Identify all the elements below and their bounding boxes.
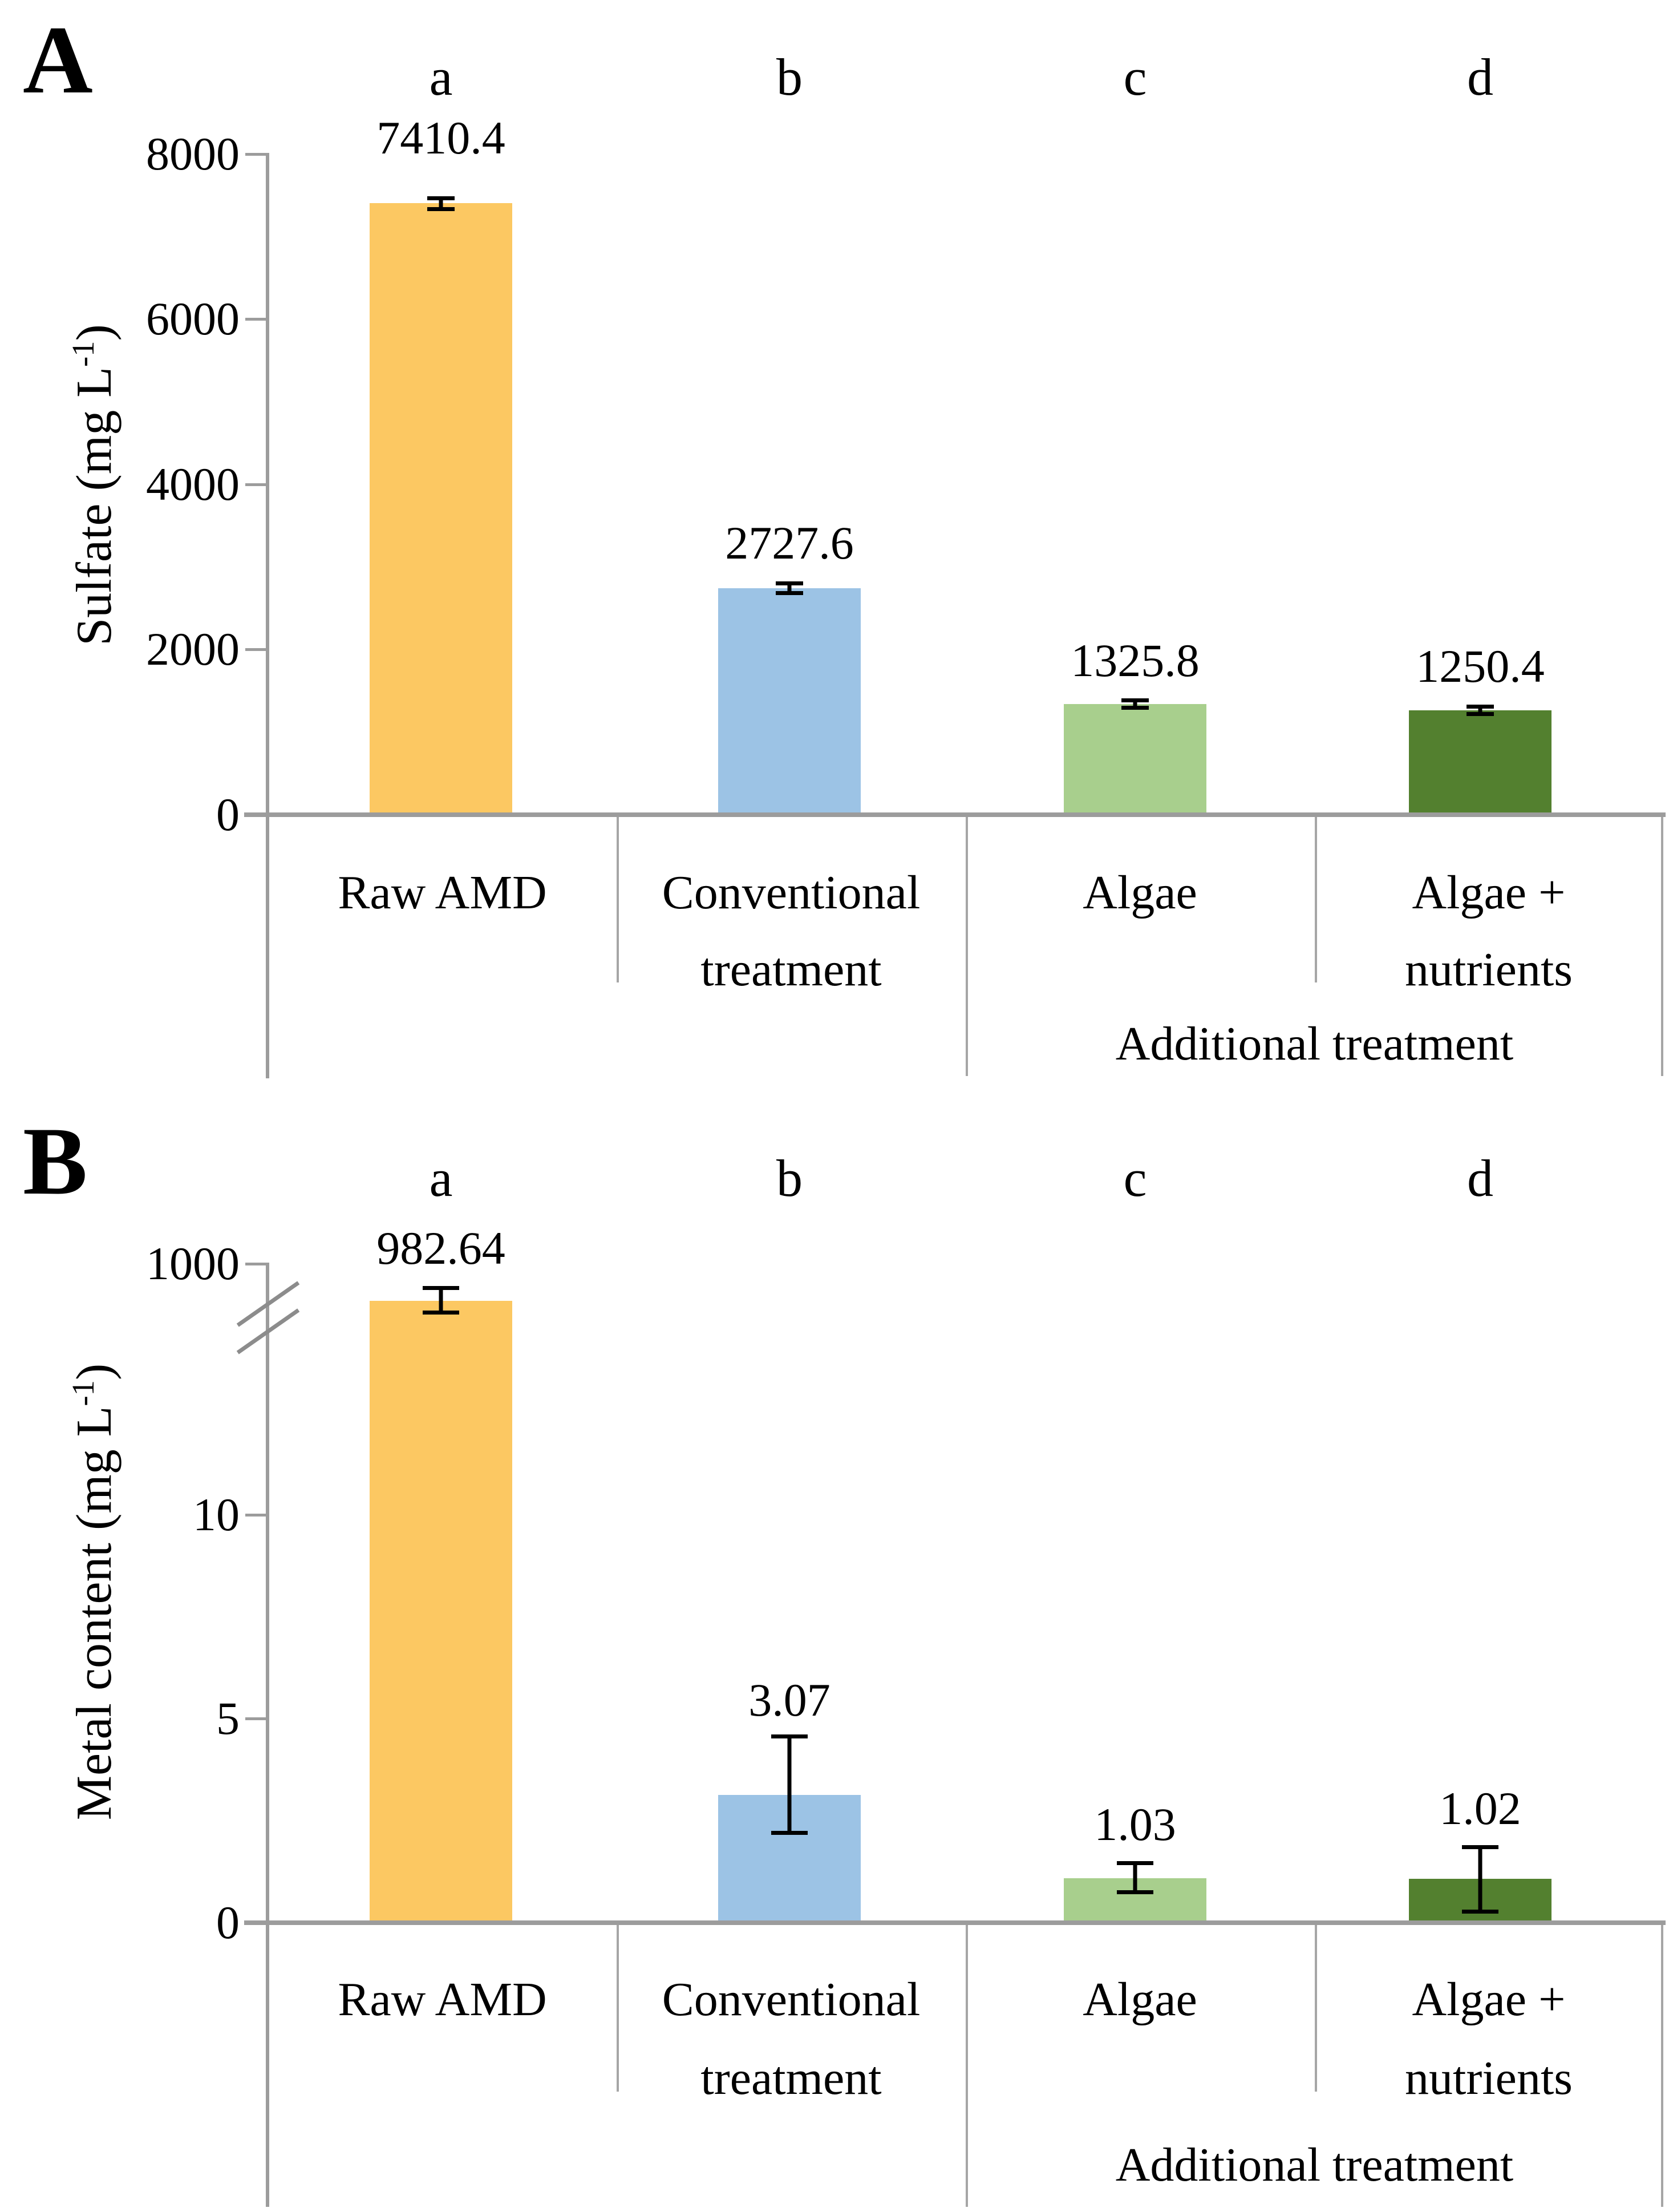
panel-b-errorbar-algae — [1117, 1861, 1153, 1894]
panel-a-letter: A — [23, 6, 93, 114]
panel-b-cat-algae-nutrients-l1: Algae + — [1412, 1973, 1566, 2026]
panel-a-cat-algae-nutrients-l1: Algae + — [1412, 866, 1566, 919]
panel-b-y-axis-title: Metal content (mg L-1) — [65, 1364, 123, 1821]
panel-a-bar-algae-nutrients — [1409, 710, 1551, 812]
panel-b-ytick-1000: 1000 — [146, 1238, 240, 1289]
panel-b-category-divider — [1315, 1925, 1317, 2092]
panel-a-tickmark — [245, 153, 267, 156]
panel-a-group-label: Additional treatment — [1115, 1017, 1514, 1070]
panel-b-cat-algae: Algae — [1083, 1973, 1197, 2026]
panel-b-value-conventional: 3.07 — [748, 1674, 831, 1726]
panel-b-ytick-10: 10 — [193, 1489, 240, 1540]
panel-b-y-axis-title-sup: -1 — [65, 1380, 100, 1406]
panel-b-errorbar-raw-amd — [423, 1286, 459, 1315]
panel-a-tickmark — [245, 648, 267, 651]
panel-a-letter-b: b — [776, 48, 803, 106]
panel-b-y-axis-line — [266, 1263, 269, 2207]
panel-a-errorbar-conventional — [776, 581, 803, 595]
panel-b-errorbar-algae-nutrients — [1462, 1845, 1498, 1914]
panel-a-ytick-6000: 6000 — [146, 293, 240, 345]
panel-a-value-raw-amd: 7410.4 — [376, 112, 505, 164]
panel-b-letter-c: c — [1123, 1149, 1147, 1207]
panel-b-value-raw-amd: 982.64 — [376, 1222, 505, 1274]
panel-b-letter: B — [23, 1107, 88, 1215]
panel-b-ytick-0: 0 — [216, 1896, 240, 1948]
panel-a-category-divider — [966, 817, 968, 1076]
panel-b-cat-conventional-l1: Conventional — [662, 1973, 921, 2026]
panel-b-cat-algae-nutrients-l2: nutrients — [1405, 2052, 1573, 2105]
panel-b-tickmark — [245, 1263, 267, 1265]
panel-a-value-algae: 1325.8 — [1071, 634, 1200, 686]
panel-b-cat-raw-amd: Raw AMD — [338, 1973, 547, 2026]
panel-b-tickmark — [245, 1717, 267, 1720]
panel-b-letter-b: b — [776, 1149, 803, 1207]
panel-a-category-divider — [1315, 817, 1317, 982]
panel-a-y-axis-line — [266, 153, 269, 1078]
panel-b-tickmark — [245, 1514, 267, 1517]
panel-b-value-algae: 1.03 — [1094, 1798, 1176, 1850]
panel-a-errorbar-algae — [1121, 698, 1149, 710]
panel-a-value-algae-nutrients: 1250.4 — [1416, 640, 1545, 692]
panel-a-errorbar-raw-amd — [427, 196, 455, 211]
panel-a-ytick-8000: 8000 — [146, 128, 240, 180]
panel-a-errorbar-algae-nutrients — [1467, 705, 1494, 716]
panel-a-letter-a: a — [429, 48, 453, 106]
panel-a-value-conventional: 2727.6 — [725, 517, 854, 569]
panel-b-y-axis-title-close: ) — [67, 1363, 123, 1381]
panel-b-right-border — [1661, 1925, 1663, 2207]
panel-a-cat-raw-amd: Raw AMD — [338, 866, 547, 919]
panel-a-ytick-4000: 4000 — [146, 458, 240, 510]
panel-a-bar-conventional — [718, 588, 861, 812]
panel-b-bar-raw-amd — [370, 1301, 512, 1920]
panel-b-cat-conventional-l2: treatment — [700, 2052, 882, 2105]
panel-b-y-axis-title-text: Metal content (mg L — [67, 1406, 123, 1821]
panel-a-bar-raw-amd — [370, 203, 512, 812]
panel-b-value-algae-nutrients: 1.02 — [1439, 1782, 1521, 1834]
panel-b-category-divider — [617, 1925, 619, 2092]
panel-a-letter-d: d — [1467, 48, 1493, 106]
panel-a-cat-conventional-l1: Conventional — [662, 866, 921, 919]
panel-b-errorbar-conventional — [771, 1734, 808, 1835]
panel-a-bar-algae — [1064, 704, 1206, 812]
panel-a-cat-conventional-l2: treatment — [700, 943, 882, 996]
panel-a-letter-c: c — [1123, 48, 1147, 106]
panel-a-cat-algae: Algae — [1083, 866, 1197, 919]
panel-a-cat-algae-nutrients-l2: nutrients — [1405, 943, 1573, 996]
panel-a-category-divider — [617, 817, 619, 982]
panel-a-ytick-0: 0 — [216, 788, 240, 840]
panel-b-letter-a: a — [429, 1149, 453, 1207]
panel-b-ytick-5: 5 — [216, 1692, 240, 1744]
panel-a-tickmark — [245, 483, 267, 486]
panel-b-x-axis-line — [244, 1920, 1666, 1925]
panel-a-ytick-2000: 2000 — [146, 623, 240, 675]
panel-a-right-border — [1661, 817, 1663, 1076]
panel-b-category-divider — [966, 1925, 968, 2207]
panel-a-tickmark — [245, 318, 267, 321]
panel-a-x-axis-line — [244, 812, 1666, 817]
panel-b-letter-d: d — [1467, 1149, 1493, 1207]
panel-b-group-label: Additional treatment — [1115, 2138, 1514, 2191]
